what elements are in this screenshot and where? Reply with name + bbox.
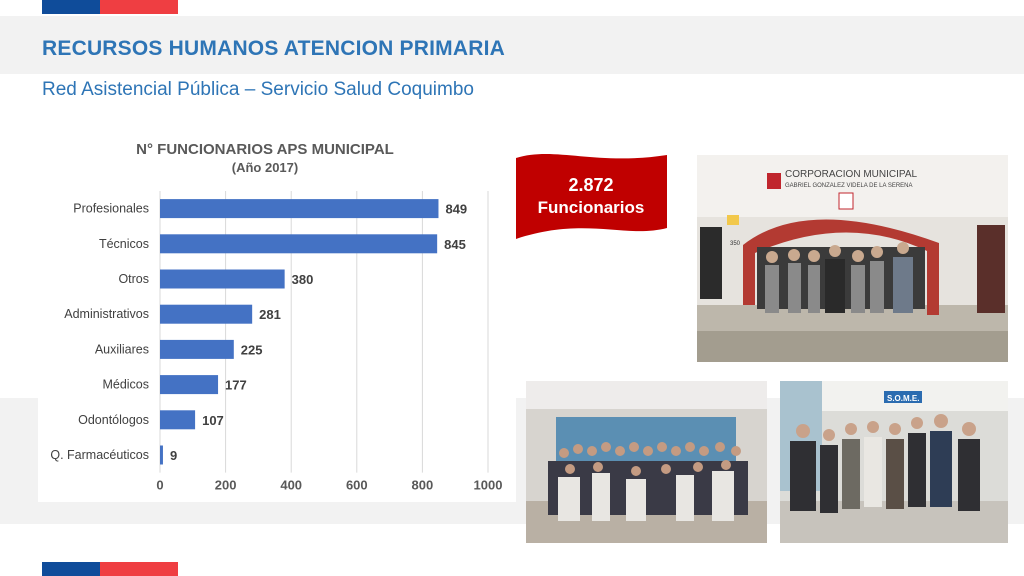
bar [160, 304, 253, 324]
x-tick-label: 1000 [474, 478, 503, 493]
title-band [0, 16, 1024, 74]
data-label: 177 [225, 378, 247, 393]
category-label: Administrativos [64, 307, 149, 321]
chart-panel [38, 133, 516, 502]
bar [160, 199, 439, 219]
x-tick-label: 800 [412, 478, 434, 493]
page-subtitle: Red Asistencial Pública – Servicio Salud… [42, 79, 474, 100]
sign-corporacion-subtitle: GABRIEL GONZALEZ VIDELA DE LA SERENA [785, 183, 913, 189]
x-tick-label: 400 [280, 478, 302, 493]
bar-chart: 0 200 400 600 800 1000 Profesionales 849 Técnico… [50, 191, 503, 493]
bar [160, 375, 219, 395]
category-label: Odontólogos [78, 413, 149, 427]
sign-some: S.O.M.E. [887, 394, 919, 403]
photo-some-office: S.O.M.E. [780, 381, 1008, 543]
bar [160, 339, 234, 359]
total-number: 2.872 [568, 175, 614, 195]
category-label: Q. Farmacéuticos [50, 448, 149, 462]
data-label: 281 [259, 307, 281, 322]
bar [160, 445, 163, 465]
x-tick-label: 600 [346, 478, 368, 493]
chart-title: N° FUNCIONARIOS APS MUNICIPAL [136, 141, 394, 158]
data-label: 225 [241, 342, 263, 357]
door-number: 350 [730, 241, 741, 247]
page-title: RECURSOS HUMANOS ATENCION PRIMARIA [42, 37, 505, 60]
flag-blue-segment [42, 0, 100, 14]
category-label: Otros [118, 272, 149, 286]
category-label: Médicos [102, 378, 149, 392]
photo-group-indoor [526, 381, 767, 543]
sign-corporacion: CORPORACION MUNICIPAL [785, 169, 917, 180]
category-label: Profesionales [73, 202, 149, 216]
x-tick-label: 0 [156, 478, 163, 493]
photo-building-entrance: CORPORACION MUNICIPAL GABRIEL GONZALEZ V… [697, 155, 1008, 362]
total-banner-shape [516, 154, 667, 239]
total-banner: 2.872 Funcionarios [515, 175, 667, 218]
flag-red-segment [100, 562, 178, 576]
data-label: 849 [445, 202, 467, 217]
flag-blue-segment [42, 562, 100, 576]
data-label: 107 [202, 413, 224, 428]
data-label: 9 [170, 448, 177, 463]
data-label: 380 [292, 272, 314, 287]
category-label: Auxiliares [95, 342, 149, 356]
category-label: Técnicos [99, 237, 149, 251]
x-tick-label: 200 [215, 478, 237, 493]
bar [160, 410, 196, 430]
bar [160, 234, 438, 254]
data-label: 845 [444, 237, 466, 252]
flag-red-segment [100, 0, 178, 14]
total-label: Funcionarios [537, 198, 645, 217]
bar [160, 269, 285, 289]
chart-subtitle: (Año 2017) [231, 160, 299, 175]
